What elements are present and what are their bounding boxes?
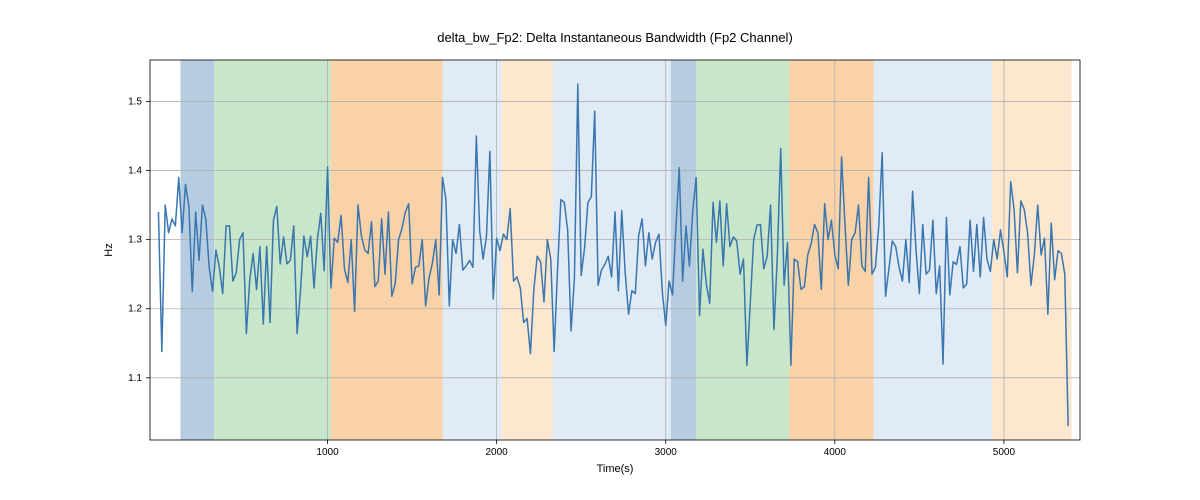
chart-title: delta_bw_Fp2: Delta Instantaneous Bandwi… (437, 30, 793, 45)
y-tick-label: 1.4 (128, 166, 142, 177)
y-tick-label: 1.2 (128, 304, 142, 315)
y-axis-label: Hz (103, 243, 115, 256)
x-ticks: 1000 2000 3000 4000 5000 (316, 440, 1015, 458)
y-tick-label: 1.3 (128, 235, 142, 246)
x-axis-label: Time(s) (597, 463, 634, 475)
x-tick-label: 1000 (316, 447, 339, 458)
y-tick-label: 1.5 (128, 96, 142, 107)
region (180, 60, 214, 440)
x-tick-label: 2000 (486, 447, 509, 458)
region (502, 60, 553, 440)
region (696, 60, 789, 440)
y-tick-label: 1.1 (128, 373, 142, 384)
chart-container: 1000 2000 3000 4000 5000 1.1 1.2 1.3 1.4 1.5 Time(… (0, 0, 1200, 500)
x-tick-label: 4000 (824, 447, 847, 458)
y-ticks: 1.1 1.2 1.3 1.4 1.5 (128, 96, 150, 383)
x-tick-label: 3000 (655, 447, 678, 458)
x-tick-label: 5000 (993, 447, 1016, 458)
line-chart: 1000 2000 3000 4000 5000 1.1 1.2 1.3 1.4 1.5 Time(… (0, 0, 1200, 500)
region (552, 60, 670, 440)
background-regions (180, 60, 1071, 440)
